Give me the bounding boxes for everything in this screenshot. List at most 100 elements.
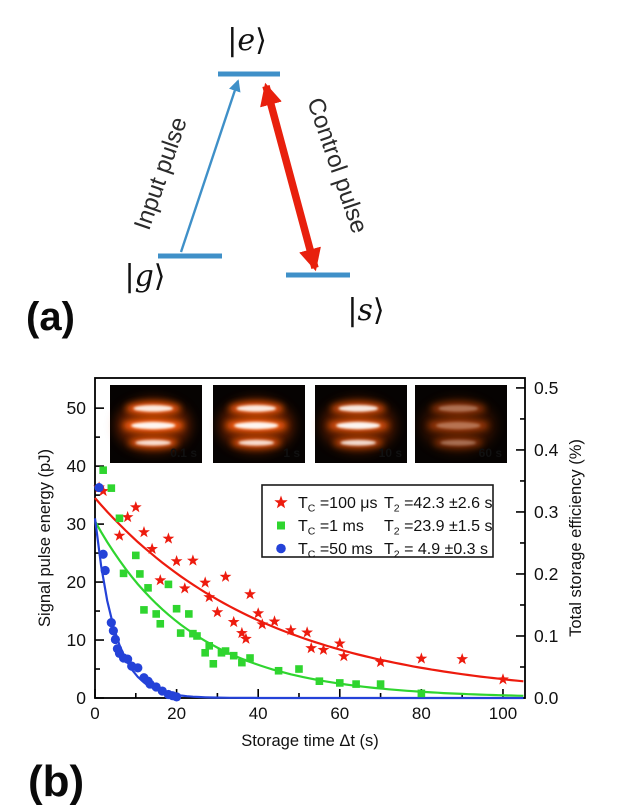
data-point-star	[97, 484, 110, 497]
x-tick-label: 60	[330, 704, 349, 723]
data-point-star	[374, 655, 387, 668]
inset-10s: 10 s	[315, 385, 407, 463]
panel-b-label: (b)	[28, 757, 84, 806]
y-left-tick-label: 50	[67, 398, 87, 418]
inset-60s: 60 s	[415, 385, 507, 463]
y-left-tick-label: 30	[67, 514, 87, 534]
inset-0.1s: 0.1 s	[110, 385, 202, 463]
legend-t2-text: T2 =23.9 ±1.5 s	[384, 518, 492, 538]
data-point-star	[268, 615, 281, 627]
y-right-tick-label: 0.2	[534, 564, 558, 584]
fit-curve-square	[94, 520, 524, 697]
legend-marker-star	[274, 495, 288, 509]
data-point-circle	[106, 618, 116, 628]
data-point-star	[338, 650, 350, 662]
data-point-square	[152, 610, 160, 618]
data-point-star	[178, 582, 191, 594]
ket-label-e: |e⟩	[227, 23, 267, 58]
x-tick-label: 0	[90, 704, 99, 723]
data-point-circle	[94, 482, 104, 493]
inset-stripe-core	[131, 421, 176, 430]
x-tick-label: 20	[167, 704, 186, 723]
legend-tc-text: TC =50 ms	[298, 541, 373, 561]
data-point-square	[164, 580, 173, 589]
data-point-star	[129, 501, 142, 513]
data-point-square	[221, 647, 230, 655]
data-point-square	[205, 642, 214, 650]
data-point-star	[317, 643, 330, 655]
inset-stripe-core	[236, 405, 277, 412]
data-point-star	[415, 652, 428, 664]
data-point-square	[209, 659, 218, 668]
input-pulse-label: Input pulse	[129, 114, 193, 234]
data-point-circle	[98, 549, 108, 559]
control-pulse-label: Control pulse	[301, 94, 373, 237]
data-point-star	[240, 632, 252, 644]
ket-label-g: |g⟩	[124, 259, 165, 294]
data-point-circle	[108, 626, 118, 636]
data-point-square	[185, 610, 193, 618]
data-point-square	[189, 629, 197, 638]
inset-time-label: 10 s	[379, 446, 403, 460]
data-point-star	[333, 637, 346, 649]
data-point-square	[136, 570, 144, 578]
data-point-square	[295, 665, 303, 673]
data-point-star	[227, 615, 240, 628]
data-point-star	[456, 653, 469, 665]
data-point-square	[99, 466, 107, 474]
data-point-square	[176, 629, 185, 637]
data-point-square	[376, 680, 385, 688]
inset-stripe-core	[436, 421, 481, 430]
legend-box: TC =100 μs T2 =42.3 ±2.6 s TC =1 ms T2 =23.…	[261, 484, 494, 561]
data-point-square	[107, 484, 116, 492]
data-point-star	[203, 590, 216, 603]
inset-stripe-core	[338, 405, 379, 412]
inset-stripe-core	[135, 439, 172, 446]
data-point-square	[238, 658, 246, 667]
data-point-square	[335, 679, 344, 687]
data-point-star	[211, 606, 224, 618]
inset-time-label: 0.1 s	[170, 446, 197, 460]
data-point-square	[201, 648, 209, 657]
data-point-star	[236, 626, 248, 639]
y-left-tick-label: 10	[67, 630, 87, 650]
panel-a-label: (a)	[26, 295, 75, 339]
inset-stripe-core	[133, 405, 174, 412]
data-point-square	[156, 619, 165, 628]
energy-levels: |e⟩ |g⟩ |s⟩	[124, 23, 384, 328]
legend-frame	[261, 484, 494, 558]
inset-stripe-core	[238, 439, 275, 446]
data-point-square	[172, 604, 181, 613]
data-point-square	[144, 584, 152, 592]
data-point-square	[246, 654, 254, 662]
data-point-star	[199, 576, 211, 588]
data-point-square	[217, 648, 226, 657]
legend-tc-text: TC =100 μs	[298, 495, 378, 515]
y-left-tick-label: 20	[67, 572, 87, 592]
data-point-circle	[123, 654, 133, 664]
panel-b-chart: 0 20 40 60 80 100 0 10 20 30 40 50 0.0 0.1 0.2 0.3 0.4 0.…	[28, 377, 585, 806]
inset-1s: 1 s	[213, 385, 305, 463]
panel-a-level-diagram: |e⟩ |g⟩ |s⟩ Input pulse Control pulse (a)	[26, 23, 385, 339]
data-point-circle	[100, 565, 110, 576]
y-right-tick-label: 0.4	[534, 440, 559, 460]
pulse-arrows	[179, 79, 321, 272]
data-point-star	[305, 641, 318, 654]
inset-stripe-core	[336, 421, 381, 430]
data-point-square	[352, 680, 360, 688]
inset-stripe-core	[340, 439, 377, 446]
inset-time-label: 60 s	[479, 446, 503, 460]
data-point-square	[417, 689, 426, 698]
data-point-star	[301, 626, 313, 638]
data-point-star	[121, 510, 134, 523]
y-axis-right-title: Total storage efficiency (%)	[567, 439, 585, 637]
data-point-star	[113, 529, 126, 541]
legend-marker-square	[277, 521, 285, 530]
legend-tc-text: TC =1 ms	[298, 518, 364, 538]
data-point-star	[284, 624, 297, 636]
y-left-tick-label: 40	[67, 456, 87, 476]
legend-t2-text: T2 =42.3 ±2.6 s	[384, 495, 492, 515]
data-point-circle	[171, 692, 182, 702]
y-right-tick-label: 0.3	[534, 502, 558, 522]
